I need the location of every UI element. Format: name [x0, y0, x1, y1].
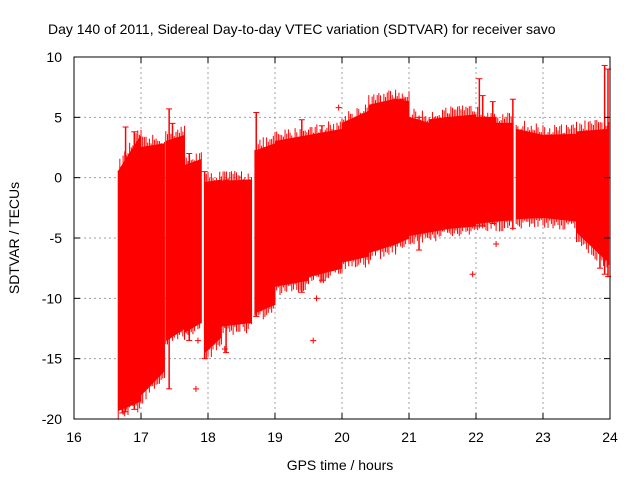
- y-tick-label: -10: [42, 290, 62, 306]
- outlier-point: [310, 337, 317, 344]
- error-band: [274, 134, 309, 287]
- y-tick-label: -15: [42, 351, 62, 367]
- outlier-point: [313, 295, 320, 302]
- outlier-point: [335, 104, 342, 111]
- error-band: [448, 114, 477, 229]
- error-band: [428, 116, 450, 233]
- outlier-point: [192, 385, 199, 392]
- y-tick-label: 0: [54, 170, 62, 186]
- error-band: [495, 122, 514, 222]
- error-band: [140, 143, 165, 397]
- x-tick-label: 23: [535, 429, 551, 445]
- error-band: [204, 179, 222, 354]
- error-band: [542, 133, 577, 222]
- x-axis-title: GPS time / hours: [287, 457, 394, 473]
- y-tick-label: 5: [54, 109, 62, 125]
- x-tick-label: 16: [66, 429, 82, 445]
- error-band: [341, 110, 370, 263]
- x-tick-label: 20: [334, 429, 350, 445]
- tick-layer: 16 17 18 19 20 21 22 23 24 -20 -15 -10 -5 0 5 10: [42, 49, 618, 445]
- outlier-point: [194, 337, 201, 344]
- outlier-point: [493, 241, 500, 248]
- y-tick-label: -20: [42, 411, 62, 427]
- x-tick-label: 19: [267, 429, 283, 445]
- outlier-point: [221, 346, 228, 353]
- x-tick-label: 24: [602, 429, 618, 445]
- x-tick-label: 17: [133, 429, 149, 445]
- error-band: [254, 143, 276, 314]
- y-tick-label: -5: [50, 230, 63, 246]
- x-tick-label: 18: [200, 429, 216, 445]
- error-band: [515, 128, 544, 220]
- outlier-point: [469, 271, 476, 278]
- x-tick-label: 22: [468, 429, 484, 445]
- error-band: [368, 98, 397, 254]
- outlier-point: [138, 241, 144, 248]
- error-band: [184, 158, 202, 333]
- y-tick-label: 10: [46, 49, 62, 65]
- chart-title: Day 140 of 2011, Sidereal Day-to-day VTE…: [48, 21, 556, 37]
- data-layer: [117, 64, 611, 420]
- y-axis-title: SDTVAR / TECUs: [6, 182, 22, 294]
- error-band: [308, 128, 343, 278]
- x-tick-label: 21: [401, 429, 417, 445]
